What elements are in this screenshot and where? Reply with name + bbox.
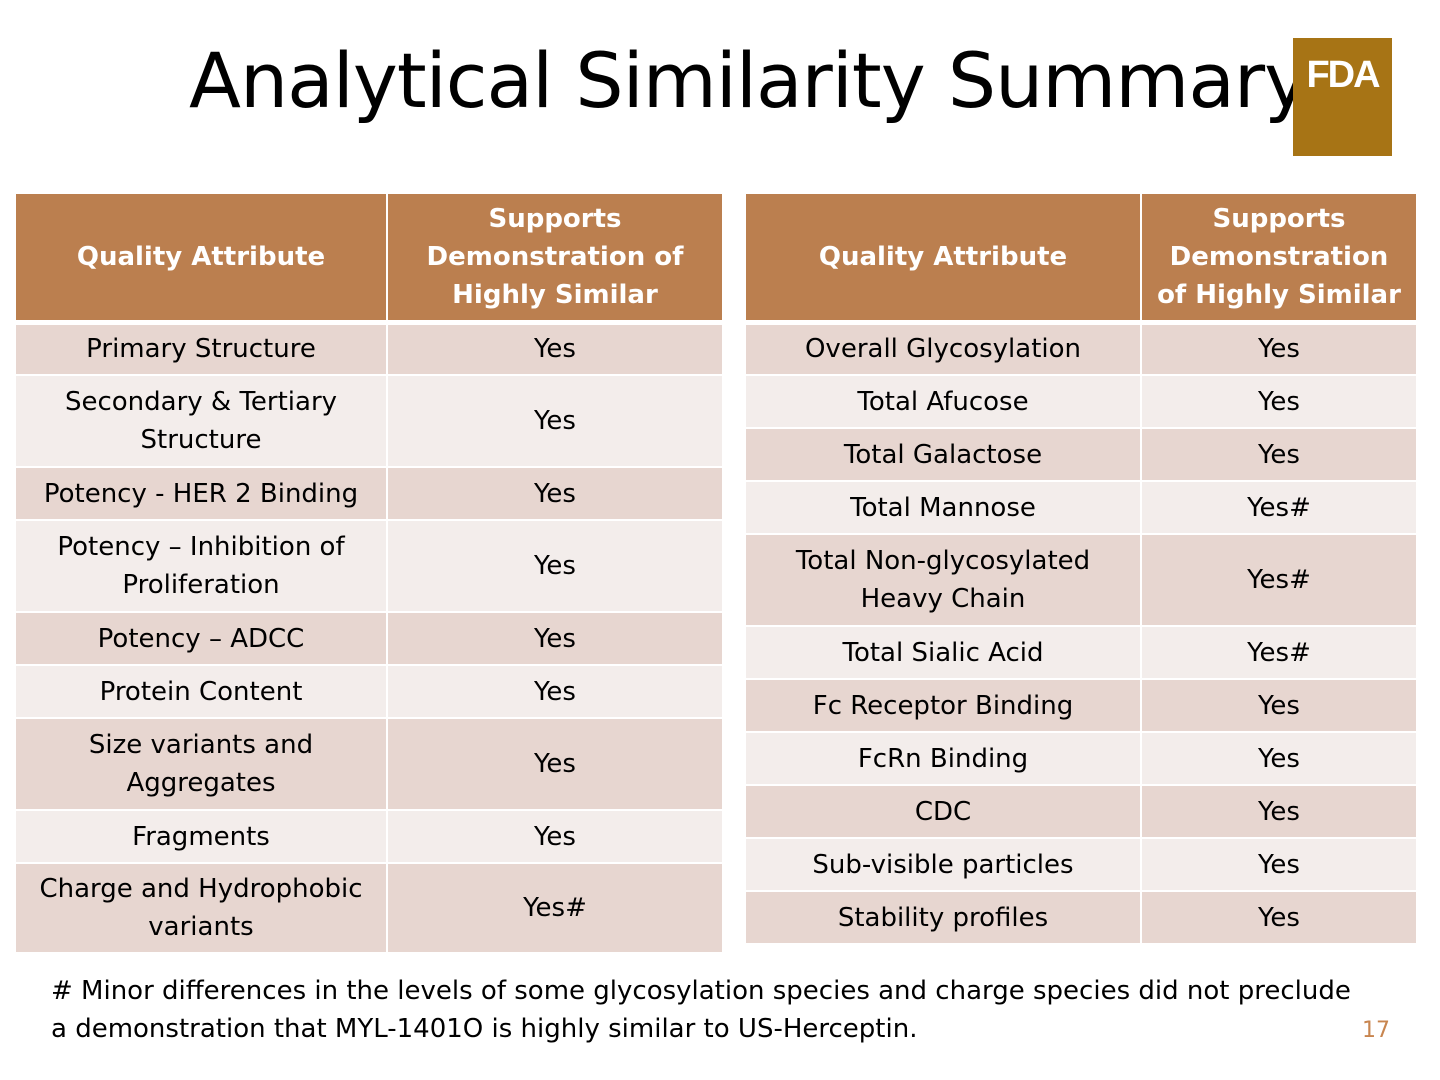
table-row: Primary Structure Yes (14, 321, 724, 376)
table-row: Charge and Hydrophobic variants Yes# (14, 862, 724, 954)
attribute-cell: Potency – Inhibition of Proliferation (14, 519, 388, 613)
table-header-row: Quality Attribute Supports Demonstration… (14, 192, 724, 325)
footnote: # Minor differences in the levels of som… (51, 976, 1351, 1044)
fda-logo-text: FDA (1306, 54, 1380, 96)
attribute-cell: FcRn Binding (744, 731, 1142, 786)
result-cell: Yes# (1140, 625, 1418, 680)
attribute-cell: Total Non-glycosylated Heavy Chain (744, 533, 1142, 627)
attribute-cell: Overall Glycosylation (744, 321, 1142, 376)
result-cell: Yes (1140, 731, 1418, 786)
result-cell: Yes (1140, 837, 1418, 892)
slide-title: Analytical Similarity Summary (189, 36, 1309, 125)
attribute-cell: Protein Content (14, 664, 388, 719)
table-row: Stability profiles Yes (744, 890, 1418, 945)
table-row: Overall Glycosylation Yes (744, 321, 1418, 376)
attribute-cell: Potency - HER 2 Binding (14, 466, 388, 521)
header-supports-highly-similar: Supports Demonstration of Highly Similar (1140, 192, 1418, 325)
result-cell: Yes# (1140, 480, 1418, 535)
attribute-cell: Charge and Hydrophobic variants (14, 862, 388, 954)
table-row: CDC Yes (744, 784, 1418, 839)
table-row: FcRn Binding Yes (744, 731, 1418, 786)
table-row: Potency – ADCC Yes (14, 611, 724, 666)
result-cell: Yes (386, 321, 724, 376)
result-cell: Yes (1140, 784, 1418, 839)
page-number: 17 (1362, 1018, 1390, 1043)
table-row: Potency – Inhibition of Proliferation Ye… (14, 519, 724, 613)
result-cell: Yes (1140, 427, 1418, 482)
result-cell: Yes (1140, 890, 1418, 945)
table-row: Total Non-glycosylated Heavy Chain Yes# (744, 533, 1418, 627)
result-cell: Yes (386, 611, 724, 666)
result-cell: Yes (386, 466, 724, 521)
table-row: Protein Content Yes (14, 664, 724, 719)
attribute-cell: Total Afucose (744, 374, 1142, 429)
result-cell: Yes (386, 664, 724, 719)
left-attribute-table: Quality Attribute Supports Demonstration… (14, 192, 724, 954)
header-supports-highly-similar: Supports Demonstration of Highly Similar (386, 192, 724, 325)
result-cell: Yes# (1140, 533, 1418, 627)
table-row: Potency - HER 2 Binding Yes (14, 466, 724, 521)
attribute-cell: Fc Receptor Binding (744, 678, 1142, 733)
attribute-cell: Secondary & Tertiary Structure (14, 374, 388, 468)
table-row: Fc Receptor Binding Yes (744, 678, 1418, 733)
result-cell: Yes (386, 809, 724, 864)
attribute-cell: Primary Structure (14, 321, 388, 376)
table-row: Total Galactose Yes (744, 427, 1418, 482)
right-attribute-table: Quality Attribute Supports Demonstration… (744, 192, 1418, 945)
header-quality-attribute: Quality Attribute (744, 192, 1142, 325)
attribute-cell: CDC (744, 784, 1142, 839)
result-cell: Yes (1140, 678, 1418, 733)
table-row: Total Afucose Yes (744, 374, 1418, 429)
table-row: Secondary & Tertiary Structure Yes (14, 374, 724, 468)
attribute-cell: Total Mannose (744, 480, 1142, 535)
table-row: Sub-visible particles Yes (744, 837, 1418, 892)
fda-logo: FDA (1293, 38, 1392, 156)
attribute-cell: Sub-visible particles (744, 837, 1142, 892)
result-cell: Yes (386, 519, 724, 613)
attribute-cell: Potency – ADCC (14, 611, 388, 666)
attribute-cell: Total Sialic Acid (744, 625, 1142, 680)
table-row: Size variants and Aggregates Yes (14, 717, 724, 811)
table-row: Total Sialic Acid Yes# (744, 625, 1418, 680)
attribute-cell: Stability profiles (744, 890, 1142, 945)
result-cell: Yes (386, 374, 724, 468)
result-cell: Yes (386, 717, 724, 811)
attribute-cell: Total Galactose (744, 427, 1142, 482)
result-cell: Yes (1140, 321, 1418, 376)
table-header-row: Quality Attribute Supports Demonstration… (744, 192, 1418, 325)
table-row: Total Mannose Yes# (744, 480, 1418, 535)
result-cell: Yes# (386, 862, 724, 954)
attribute-cell: Fragments (14, 809, 388, 864)
table-row: Fragments Yes (14, 809, 724, 864)
result-cell: Yes (1140, 374, 1418, 429)
header-quality-attribute: Quality Attribute (14, 192, 388, 325)
attribute-cell: Size variants and Aggregates (14, 717, 388, 811)
